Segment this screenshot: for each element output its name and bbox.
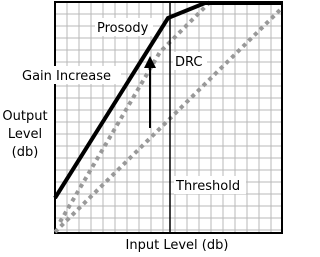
label-bg xyxy=(21,66,121,84)
diagram: Prosody DRC Gain Increase Output Level (… xyxy=(0,0,284,253)
label-bg xyxy=(173,52,207,70)
label-bg xyxy=(174,176,246,194)
prosody-curve xyxy=(53,1,282,200)
plot-frame xyxy=(54,1,283,234)
gain-label: Gain Increase xyxy=(22,69,111,84)
input-label: Input Level (db) xyxy=(126,238,229,253)
drc-curve xyxy=(58,0,212,224)
grid xyxy=(55,2,282,233)
output-label: (db) xyxy=(12,145,39,160)
output-label: Level xyxy=(8,127,42,142)
drc-label: DRC xyxy=(175,55,202,70)
prosody-label: Prosody xyxy=(97,21,149,36)
threshold-label: Threshold xyxy=(175,179,240,194)
label-bg xyxy=(95,18,153,36)
label-bg xyxy=(0,106,54,162)
gain-arrowhead xyxy=(144,56,156,68)
linear-curve xyxy=(53,6,284,234)
output-label: Output xyxy=(2,109,47,124)
